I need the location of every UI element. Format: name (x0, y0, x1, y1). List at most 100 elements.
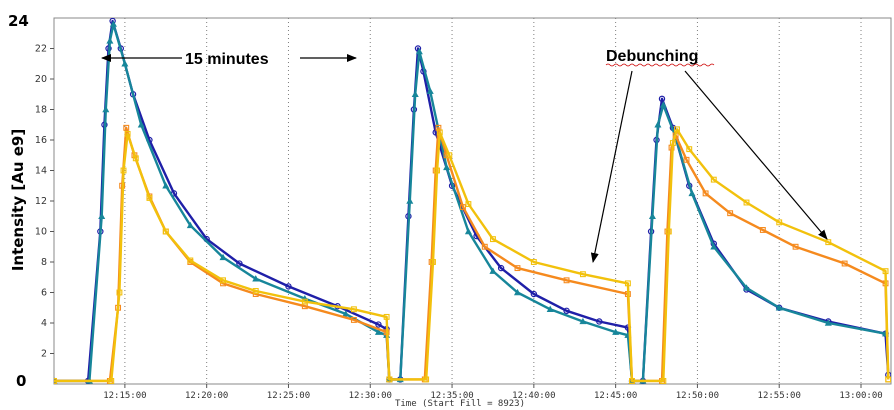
x-tick-label: 12:15:00 (103, 391, 146, 401)
data-point (710, 243, 718, 250)
y-tick-label: 10 (35, 227, 47, 238)
data-point (702, 190, 709, 197)
y-tick-label: 8 (41, 257, 47, 268)
data-point (124, 130, 131, 137)
y-tick-label: 6 (41, 288, 47, 299)
data-point (669, 140, 676, 146)
data-point (375, 321, 382, 328)
data-point (654, 121, 662, 128)
x-tick-label: 12:20:00 (185, 391, 228, 401)
y-tick-label: 12 (35, 196, 47, 207)
data-point (98, 212, 106, 219)
data-point (530, 259, 537, 265)
data-point (665, 228, 672, 235)
data-point (648, 212, 656, 219)
data-point (106, 37, 114, 44)
data-point (743, 199, 750, 206)
y-tick-label: 4 (41, 318, 47, 329)
data-point (301, 298, 308, 305)
data-point (513, 288, 521, 296)
data-point (659, 101, 667, 108)
data-point (186, 221, 194, 229)
debunching-annotation: Debunching (590, 48, 828, 263)
series-line (54, 128, 890, 383)
data-point (489, 236, 496, 243)
data-point (137, 121, 145, 128)
data-point (612, 328, 620, 335)
plot-area (53, 17, 892, 385)
data-point (674, 126, 680, 133)
data-point (121, 60, 129, 67)
data-point (660, 377, 667, 384)
x-ticks: 12:15:00 12:20:00 12:25:00 12:30:00 12:35:00… (103, 384, 883, 401)
data-point (841, 260, 848, 267)
data-point (464, 227, 472, 235)
data-point (374, 328, 382, 335)
data-point (742, 284, 751, 291)
y-end-label-top: 24 (8, 12, 29, 30)
y-tick-label: 18 (35, 105, 47, 116)
data-point (446, 152, 453, 159)
data-point (596, 318, 603, 325)
data-point (350, 306, 357, 313)
x-tick-label: 12:30:00 (349, 391, 392, 401)
data-point (497, 264, 505, 272)
data-point (108, 377, 115, 384)
data-point (123, 124, 130, 131)
debunching-arrow-left (590, 70, 633, 263)
debunching-arrow-right (684, 70, 828, 240)
data-point (102, 105, 110, 113)
data-point (686, 146, 693, 153)
data-point (436, 129, 443, 136)
data-point (629, 377, 635, 384)
data-point (423, 376, 430, 383)
data-point (727, 210, 734, 217)
data-point (342, 310, 350, 317)
data-point (146, 195, 153, 201)
data-point (546, 305, 554, 312)
interval-annotation: 15 minutes (101, 51, 357, 68)
data-point (252, 288, 259, 294)
data-point (219, 253, 227, 261)
data-point (776, 219, 783, 226)
data-point (415, 47, 423, 55)
data-point (162, 182, 170, 189)
x-tick-label: 12:25:00 (267, 391, 310, 401)
series-2 (54, 20, 890, 384)
data-point (658, 95, 666, 103)
data-point (775, 304, 783, 311)
data-point (563, 307, 570, 314)
x-tick-label: 12:55:00 (758, 391, 801, 401)
data-point (236, 260, 243, 267)
data-point (386, 376, 393, 383)
series-4 (54, 126, 891, 384)
data-point (579, 271, 586, 278)
data-point (481, 243, 488, 250)
series-line (54, 22, 886, 383)
x-tick-label: 13:00:00 (839, 391, 882, 401)
data-point (252, 275, 260, 282)
data-point (514, 265, 521, 272)
x-tick-label: 12:45:00 (594, 391, 637, 401)
data-point (54, 377, 57, 384)
data-point (465, 201, 472, 207)
data-point (885, 376, 891, 383)
y-tick-label: 20 (35, 74, 47, 85)
data-point (434, 167, 441, 174)
data-point (350, 316, 357, 323)
data-point (162, 228, 169, 235)
x-axis-title: Time (Start Fill = 8923) (395, 399, 525, 409)
data-point (710, 176, 717, 183)
data-point (187, 257, 194, 264)
x-tick-label: 12:35:00 (430, 391, 473, 401)
data-point (825, 239, 832, 246)
data-point (624, 280, 631, 287)
interval-label: 15 minutes (185, 51, 269, 68)
y-ticks: 2 4 6 8 10 12 14 16 18 20 22 (35, 44, 54, 360)
data-point (132, 155, 139, 162)
data-point (824, 319, 832, 326)
data-point (383, 313, 390, 320)
data-point (579, 317, 587, 325)
data-point (406, 197, 414, 204)
